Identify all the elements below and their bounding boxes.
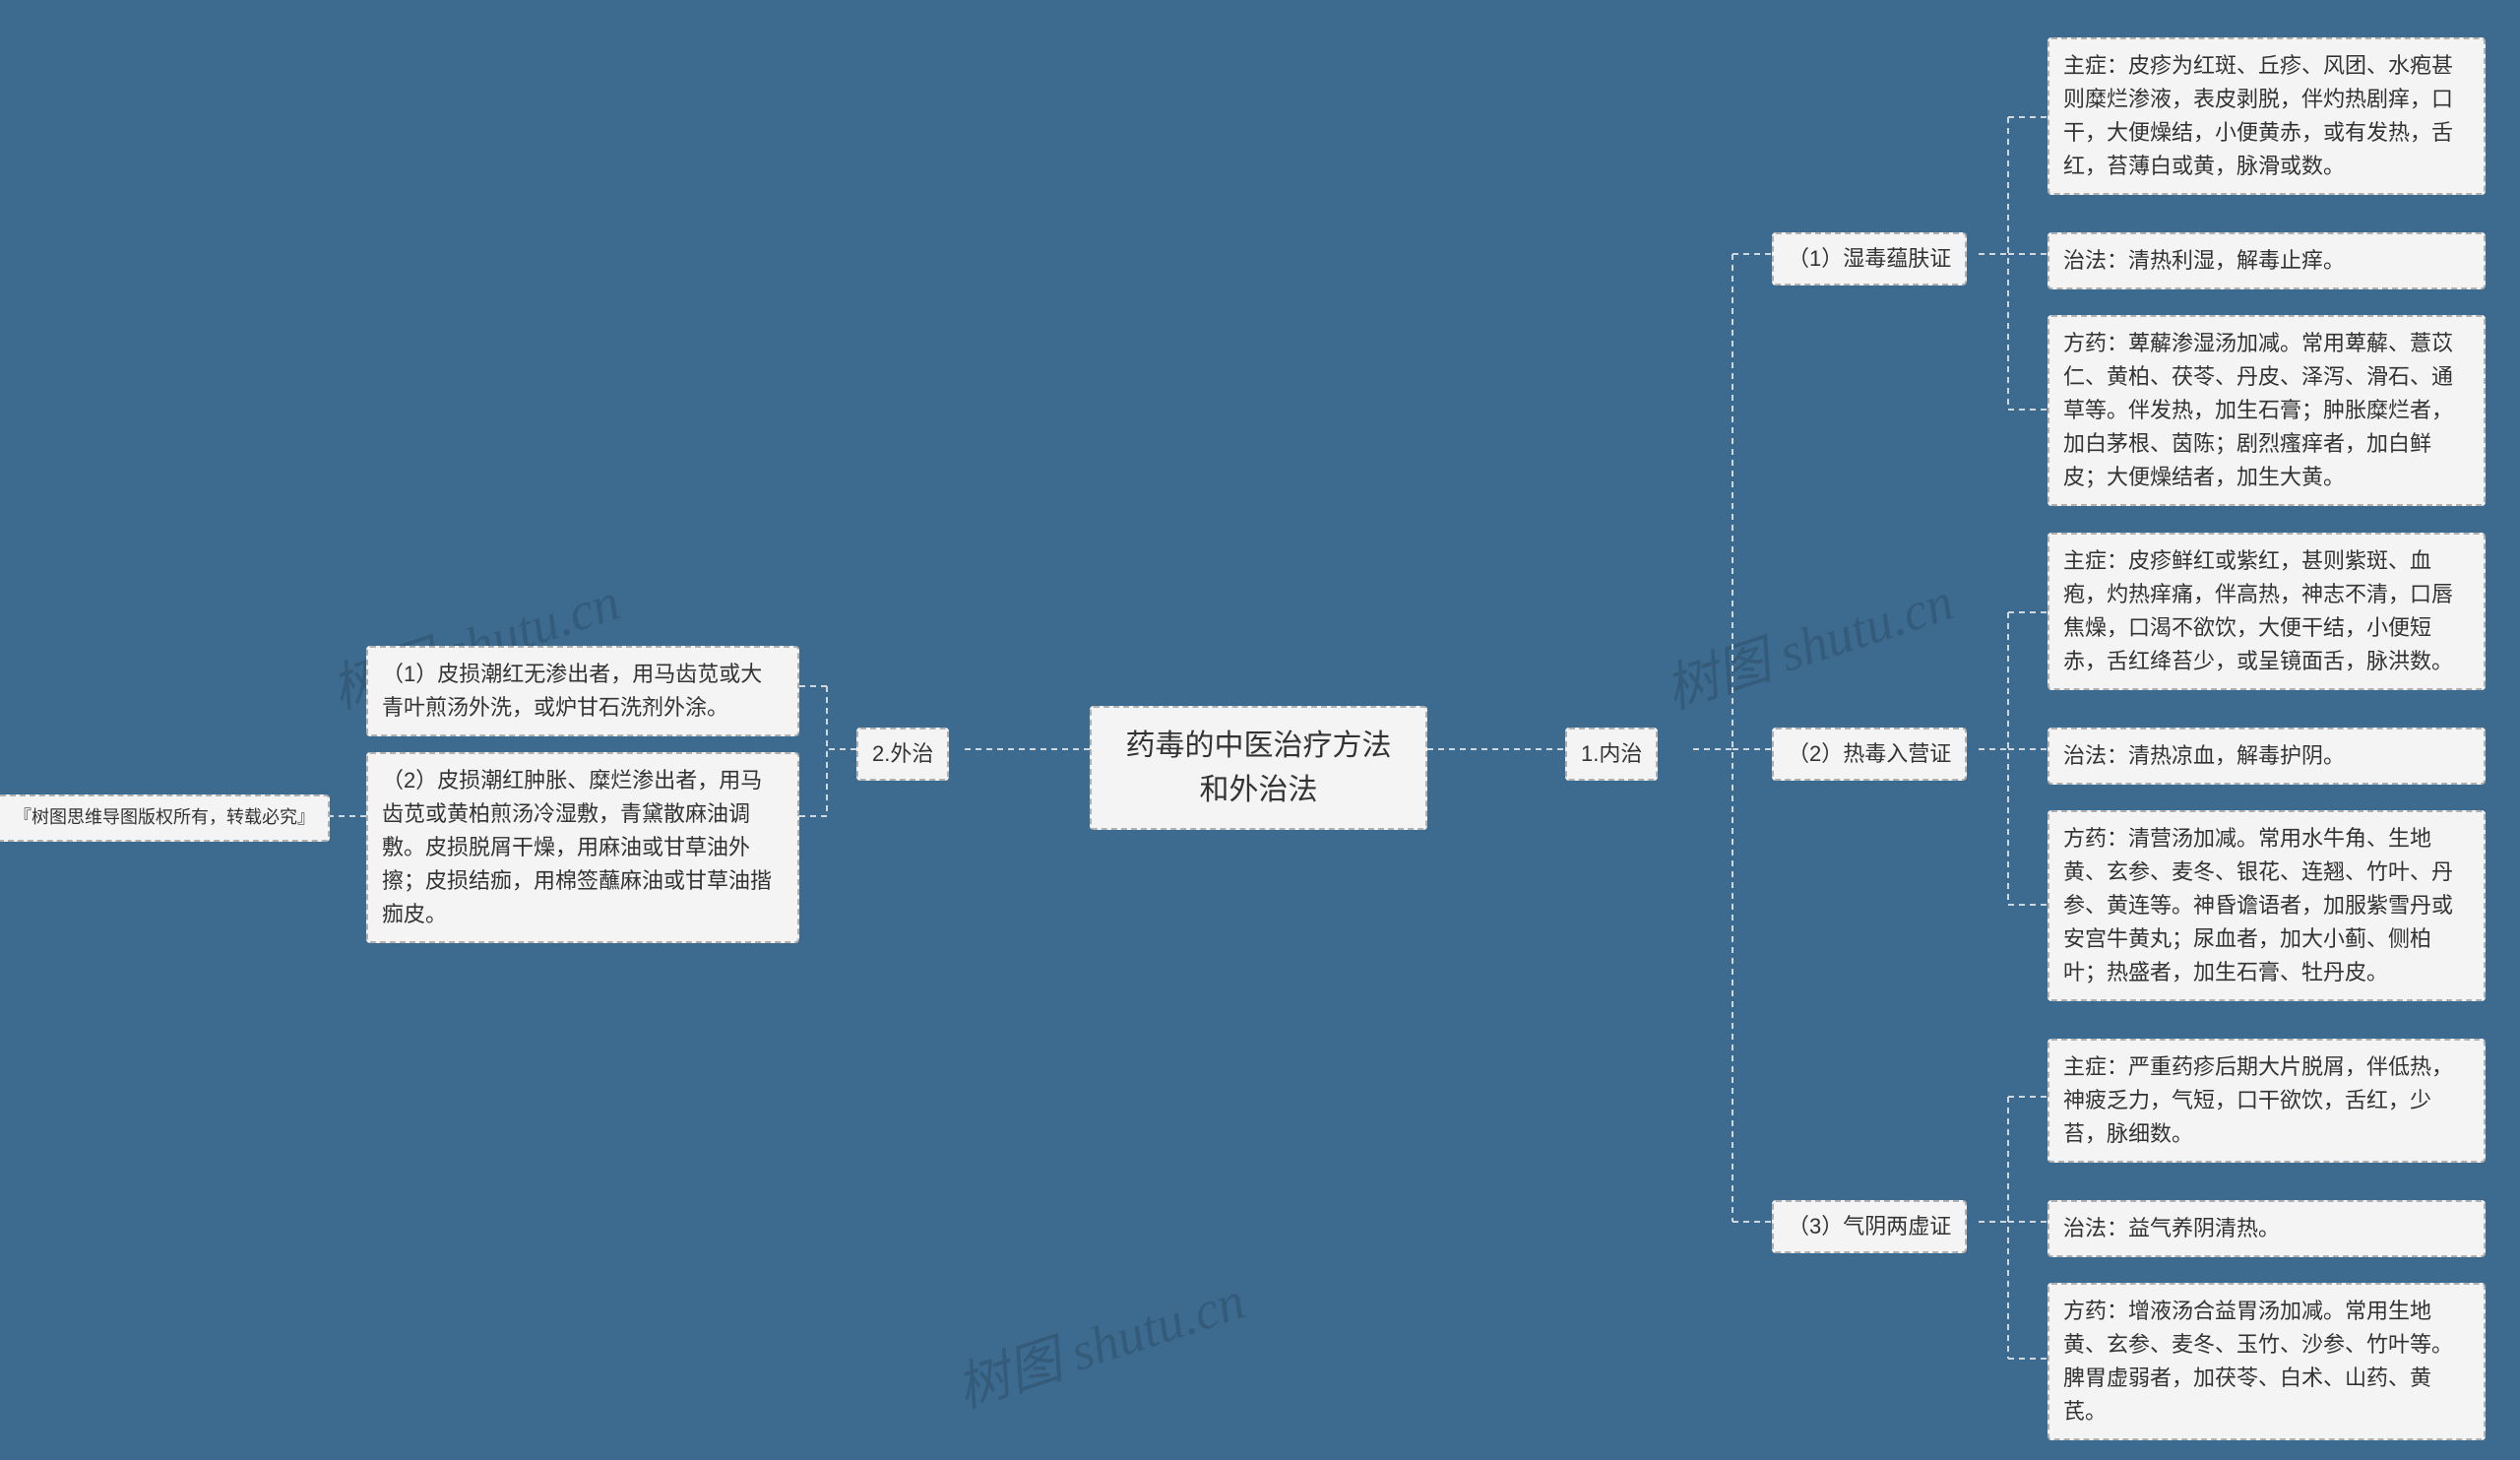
syndrome-2-formula: 方药：清营汤加减。常用水牛角、生地黄、玄参、麦冬、银花、连翘、竹叶、丹参、黄连等… — [2048, 810, 2486, 1001]
branch-external: 2.外治 — [856, 728, 949, 781]
syndrome-3-method: 治法：益气养阴清热。 — [2048, 1200, 2486, 1257]
copyright-node: 『树图思维导图版权所有，转载必究』 — [0, 794, 330, 842]
syndrome-3-main: 主症：严重药疹后期大片脱屑，伴低热，神疲乏力，气短，口干欲饮，舌红，少苔，脉细数… — [2048, 1039, 2486, 1163]
external-item-2: （2）皮损潮红肿胀、糜烂渗出者，用马齿苋或黄柏煎汤冷湿敷，青黛散麻油调敷。皮损脱… — [366, 752, 799, 943]
syndrome-2-title: （2）热毒入营证 — [1772, 728, 1967, 781]
watermark: 树图 shutu.cn — [945, 1256, 1253, 1423]
syndrome-3-formula: 方药：增液汤合益胃汤加减。常用生地黄、玄参、麦冬、玉竹、沙参、竹叶等。脾胃虚弱者… — [2048, 1283, 2486, 1440]
syndrome-3-title: （3）气阴两虚证 — [1772, 1200, 1967, 1253]
syndrome-2-method: 治法：清热凉血，解毒护阴。 — [2048, 728, 2486, 785]
syndrome-1-formula: 方药：萆薢渗湿汤加减。常用萆薢、薏苡仁、黄柏、茯苓、丹皮、泽泻、滑石、通草等。伴… — [2048, 315, 2486, 506]
branch-internal: 1.内治 — [1565, 728, 1658, 781]
center-node: 药毒的中医治疗方法和外治法 — [1090, 706, 1427, 830]
watermark: 树图 shutu.cn — [1654, 557, 1962, 724]
mindmap-canvas: 树图 shutu.cn 树图 shutu.cn 树图 shutu.cn — [0, 0, 2520, 1460]
syndrome-1-title: （1）湿毒蕴肤证 — [1772, 232, 1967, 286]
syndrome-1-method: 治法：清热利湿，解毒止痒。 — [2048, 232, 2486, 289]
syndrome-2-main: 主症：皮疹鲜红或紫红，甚则紫斑、血疱，灼热痒痛，伴高热，神志不清，口唇焦燥，口渴… — [2048, 533, 2486, 690]
syndrome-1-main: 主症：皮疹为红斑、丘疹、风团、水疱甚则糜烂渗液，表皮剥脱，伴灼热剧痒，口干，大便… — [2048, 37, 2486, 195]
external-item-1: （1）皮损潮红无渗出者，用马齿苋或大青叶煎汤外洗，或炉甘石洗剂外涂。 — [366, 646, 799, 736]
